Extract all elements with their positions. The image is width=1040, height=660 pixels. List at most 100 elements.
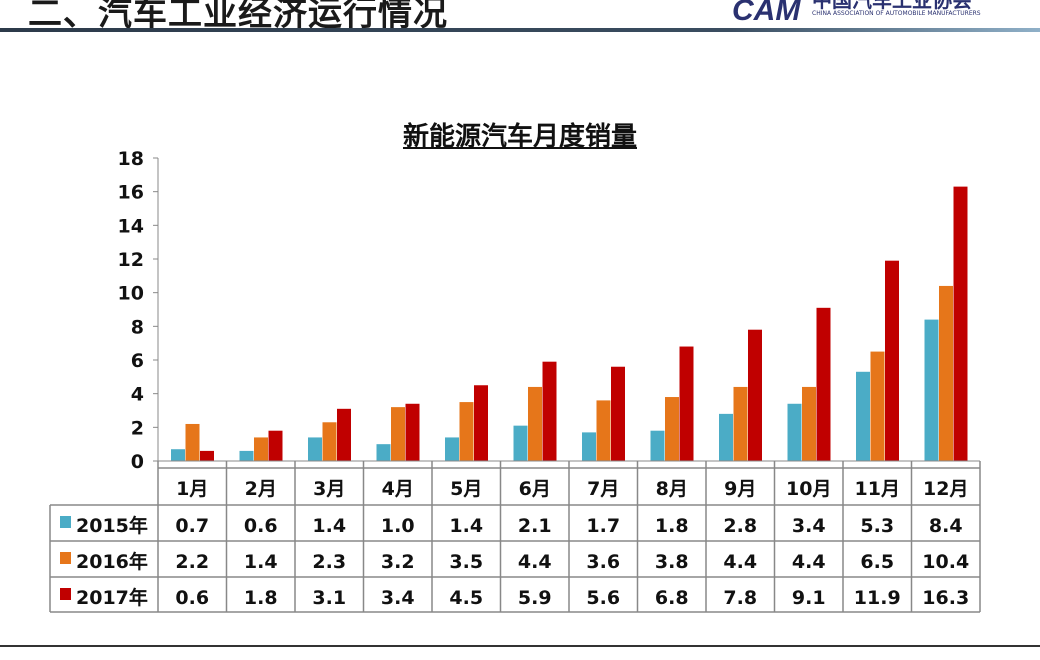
data-label: 16.3	[922, 587, 969, 609]
legend-label: 2016年	[76, 550, 148, 573]
bar-2017年-10月	[816, 307, 831, 461]
data-label: 1.0	[381, 515, 415, 537]
legend-label: 2017年	[76, 586, 148, 609]
x-category-label: 8月	[656, 478, 688, 500]
data-label: 0.6	[175, 587, 209, 609]
bar-2016年-3月	[322, 422, 337, 461]
data-label: 2.2	[175, 551, 209, 573]
y-tick-label: 14	[118, 215, 144, 237]
x-category-label: 11月	[855, 478, 900, 500]
x-category-label: 2月	[245, 478, 277, 500]
bar-2016年-2月	[254, 437, 268, 461]
bar-2015年-3月	[308, 437, 322, 461]
bar-2016年-10月	[802, 386, 816, 461]
chart-title: 新能源汽车月度销量	[402, 122, 637, 152]
data-label: 11.9	[854, 587, 901, 609]
bar-2015年-1月	[171, 449, 185, 461]
bar-2016年-9月	[733, 386, 748, 461]
data-label: 6.8	[655, 587, 689, 609]
data-label: 2.8	[723, 515, 757, 537]
bar-2016年-6月	[528, 386, 542, 461]
y-tick-label: 8	[131, 316, 144, 338]
x-category-label: 10月	[786, 478, 831, 500]
bar-2016年-5月	[459, 402, 474, 461]
data-label: 5.6	[586, 587, 620, 609]
bar-2015年-2月	[239, 450, 254, 461]
data-label: 4.4	[792, 551, 826, 573]
data-label: 3.8	[655, 551, 689, 573]
bar-2017年-9月	[748, 329, 762, 461]
x-category-label: 9月	[724, 478, 756, 500]
data-label: 1.4	[312, 515, 346, 537]
bar-2015年-8月	[650, 430, 665, 461]
footer-divider	[0, 645, 1040, 647]
data-label: 5.9	[518, 587, 552, 609]
data-label: 10.4	[922, 551, 969, 573]
data-label: 1.7	[586, 515, 620, 537]
bar-2017年-4月	[405, 403, 420, 461]
y-tick-label: 2	[131, 417, 144, 439]
bar-2016年-7月	[596, 400, 611, 461]
legend-label: 2015年	[76, 514, 148, 537]
data-label: 8.4	[929, 515, 963, 537]
logo-cn: 中国汽车工业协会	[812, 0, 972, 12]
y-tick-label: 4	[131, 384, 144, 406]
data-label: 9.1	[792, 587, 826, 609]
bar-2016年-1月	[185, 423, 200, 461]
y-tick-label: 10	[118, 283, 144, 305]
x-category-label: 4月	[382, 478, 414, 500]
data-label: 1.4	[449, 515, 483, 537]
data-label: 5.3	[860, 515, 894, 537]
bar-2016年-4月	[391, 407, 405, 461]
data-label: 1.8	[655, 515, 689, 537]
bar-2017年-5月	[474, 385, 488, 461]
bar-2016年-11月	[870, 351, 885, 461]
header-divider	[0, 28, 1040, 32]
data-label: 4.5	[449, 587, 483, 609]
bar-2015年-6月	[513, 425, 528, 461]
bar-2017年-6月	[542, 361, 557, 461]
data-label: 1.8	[244, 587, 278, 609]
bar-2015年-9月	[719, 413, 733, 461]
data-label: 2.1	[518, 515, 552, 537]
data-label: 6.5	[860, 551, 894, 573]
data-label: 3.1	[312, 587, 346, 609]
x-category-label: 3月	[313, 478, 345, 500]
data-label: 4.4	[723, 551, 757, 573]
data-label: 4.4	[518, 551, 552, 573]
data-label: 3.5	[449, 551, 483, 573]
x-category-label: 6月	[519, 478, 551, 500]
bar-2015年-7月	[582, 432, 596, 461]
data-label: 3.4	[792, 515, 826, 537]
bar-2017年-1月	[200, 450, 214, 461]
data-label: 1.4	[244, 551, 278, 573]
bar-2016年-8月	[665, 397, 679, 461]
bar-2015年-4月	[376, 444, 391, 461]
bar-2015年-5月	[445, 437, 459, 461]
x-category-label: 5月	[450, 478, 482, 500]
bar-2017年-11月	[885, 260, 899, 461]
bar-2015年-10月	[787, 403, 802, 461]
data-label: 3.6	[586, 551, 620, 573]
data-label: 7.8	[723, 587, 757, 609]
bar-2017年-8月	[679, 346, 694, 461]
logo-mark: CAM	[732, 0, 801, 27]
x-category-label: 7月	[587, 478, 619, 500]
y-tick-label: 16	[118, 182, 144, 204]
bar-2017年-3月	[337, 408, 351, 461]
bar-2015年-12月	[924, 319, 939, 461]
legend-swatch-2016年	[60, 552, 71, 564]
logo-en: CHINA ASSOCIATION OF AUTOMOBILE MANUFACT…	[812, 10, 981, 17]
y-tick-label: 12	[118, 249, 144, 271]
bar-2016年-12月	[939, 285, 953, 461]
bar-2015年-11月	[856, 371, 870, 461]
bar-2017年-2月	[268, 430, 283, 461]
bar-2017年-12月	[953, 186, 968, 461]
x-category-label: 1月	[176, 478, 208, 500]
data-label: 3.4	[381, 587, 415, 609]
legend-swatch-2017年	[60, 588, 71, 600]
data-label: 0.7	[175, 515, 209, 537]
y-tick-label: 0	[131, 451, 144, 473]
y-tick-label: 18	[118, 148, 144, 170]
